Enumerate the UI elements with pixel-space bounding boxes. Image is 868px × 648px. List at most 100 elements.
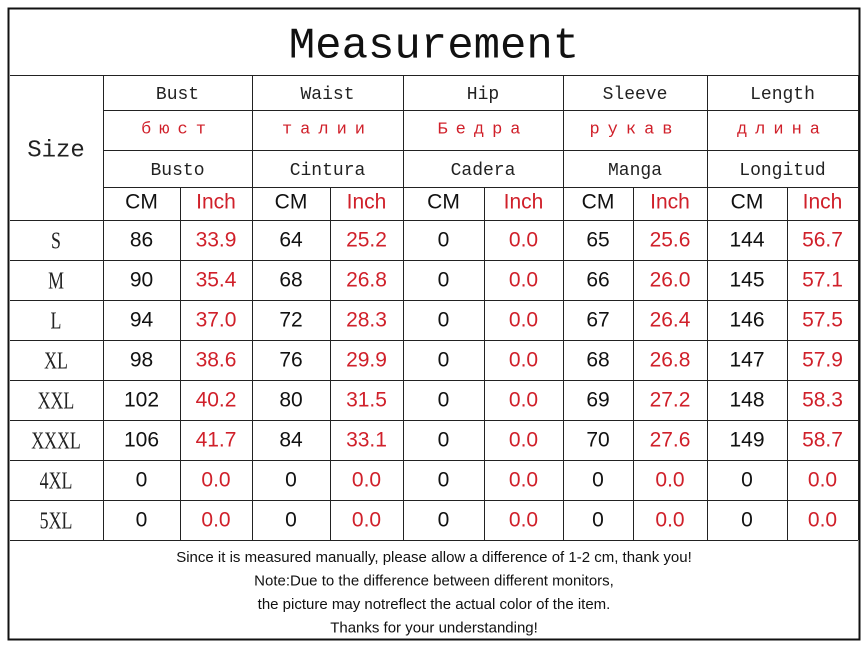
column-header-es: Longitud: [739, 161, 825, 181]
inch-value: 57.5: [802, 309, 843, 332]
note-line: Thanks for your understanding!: [330, 619, 538, 636]
cm-value: 0: [285, 469, 297, 492]
inch-value: 27.2: [650, 389, 691, 412]
inch-value: 26.4: [650, 309, 691, 332]
cm-value: 0: [592, 469, 604, 492]
cm-value: 0: [438, 269, 450, 292]
unit-header: Inch: [650, 191, 690, 214]
cm-value: 64: [279, 229, 303, 252]
cm-value: 80: [279, 389, 302, 412]
size-label: M: [48, 267, 64, 294]
inch-value: 26.0: [650, 269, 691, 292]
cm-value: 0: [438, 349, 450, 372]
column-header-en: Waist: [300, 85, 354, 105]
inch-value: 40.2: [196, 389, 237, 412]
inch-value: 0.0: [201, 509, 230, 532]
note-line: Note:Due to the difference between diffe…: [254, 572, 614, 589]
unit-header: CM: [731, 191, 764, 214]
inch-value: 26.8: [346, 269, 387, 292]
inch-value: 37.0: [196, 309, 237, 332]
cm-value: 76: [279, 349, 302, 372]
inch-value: 0.0: [655, 509, 684, 532]
title: Measurement: [289, 22, 579, 72]
inch-value: 35.4: [196, 269, 237, 292]
cm-value: 146: [729, 309, 764, 332]
column-header-ru: Бедра: [437, 120, 528, 139]
inch-value: 29.9: [346, 349, 387, 372]
cm-value: 0: [438, 229, 450, 252]
inch-value: 0.0: [509, 389, 538, 412]
inch-value: 0.0: [201, 469, 230, 492]
inch-value: 0.0: [509, 269, 538, 292]
inch-value: 28.3: [346, 309, 387, 332]
column-header-en: Sleeve: [603, 85, 668, 105]
cm-value: 0: [136, 469, 148, 492]
inch-value: 0.0: [509, 429, 538, 452]
inch-value: 58.7: [802, 429, 843, 452]
size-label: L: [51, 307, 62, 334]
cm-value: 86: [130, 229, 153, 252]
size-label: XXL: [38, 387, 75, 414]
column-header-ru: бюст: [141, 120, 214, 139]
cm-value: 0: [438, 469, 450, 492]
size-header: Size: [27, 137, 85, 164]
inch-value: 31.5: [346, 389, 387, 412]
inch-value: 25.6: [650, 229, 691, 252]
cm-value: 0: [741, 509, 753, 532]
column-header-en: Bust: [156, 85, 199, 105]
inch-value: 27.6: [650, 429, 691, 452]
inch-value: 0.0: [509, 349, 538, 372]
cm-value: 70: [586, 429, 609, 452]
note-line: Since it is measured manually, please al…: [176, 549, 692, 566]
inch-value: 38.6: [196, 349, 237, 372]
cm-value: 94: [130, 309, 154, 332]
unit-header: CM: [275, 191, 308, 214]
inch-value: 0.0: [509, 229, 538, 252]
cm-value: 0: [438, 389, 450, 412]
inch-value: 26.8: [650, 349, 691, 372]
size-label: XXXL: [31, 427, 81, 454]
inch-value: 33.1: [346, 429, 387, 452]
unit-header: Inch: [196, 191, 236, 214]
cm-value: 0: [438, 509, 450, 532]
cm-value: 0: [592, 509, 604, 532]
cm-value: 84: [279, 429, 303, 452]
column-header-ru: длина: [737, 120, 828, 139]
inch-value: 0.0: [509, 509, 538, 532]
cm-value: 0: [741, 469, 753, 492]
inch-value: 0.0: [509, 309, 538, 332]
column-header-es: Busto: [150, 161, 204, 181]
unit-header: Inch: [504, 191, 544, 214]
cm-value: 147: [729, 349, 764, 372]
inch-value: 33.9: [196, 229, 237, 252]
cm-value: 102: [124, 389, 159, 412]
cm-value: 66: [586, 269, 609, 292]
inch-value: 0.0: [655, 469, 684, 492]
column-header-en: Hip: [467, 85, 499, 105]
size-label: 4XL: [40, 467, 73, 494]
unit-header: CM: [582, 191, 615, 214]
unit-header: Inch: [347, 191, 387, 214]
inch-value: 25.2: [346, 229, 387, 252]
inch-value: 0.0: [352, 509, 381, 532]
cm-value: 0: [285, 509, 297, 532]
size-label: S: [51, 227, 61, 254]
size-label: 5XL: [40, 507, 73, 534]
inch-value: 57.1: [802, 269, 843, 292]
cm-value: 106: [124, 429, 159, 452]
column-header-ru: талии: [282, 120, 373, 139]
cm-value: 90: [130, 269, 153, 292]
inch-value: 0.0: [808, 509, 837, 532]
inch-value: 0.0: [509, 469, 538, 492]
cm-value: 68: [586, 349, 609, 372]
inch-value: 0.0: [352, 469, 381, 492]
column-header-es: Cintura: [290, 161, 366, 181]
cm-value: 144: [729, 229, 764, 252]
column-header-ru: рукав: [589, 120, 680, 139]
inch-value: 58.3: [802, 389, 843, 412]
cm-value: 98: [130, 349, 153, 372]
unit-header: CM: [125, 191, 158, 214]
column-header-es: Cadera: [451, 161, 516, 181]
note-line: the picture may notreflect the actual co…: [258, 596, 611, 613]
